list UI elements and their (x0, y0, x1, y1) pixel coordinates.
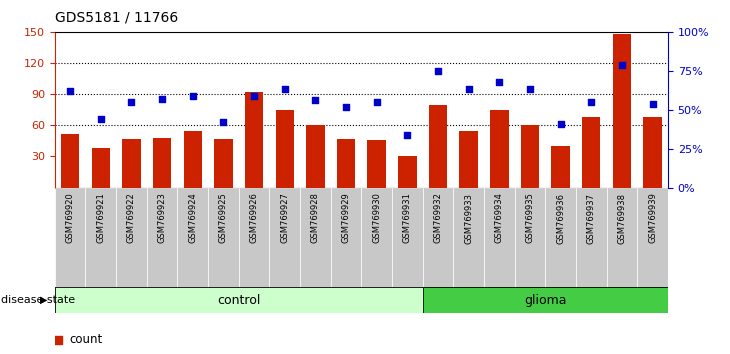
Text: count: count (69, 333, 103, 346)
Bar (245, 92, 264, 188)
Text: GSM769932: GSM769932 (434, 193, 442, 244)
Point (585, 99, 597, 105)
Bar (607, 188, 637, 287)
Bar (515, 188, 545, 287)
Text: control: control (217, 293, 261, 307)
Bar (637, 188, 668, 287)
Bar (423, 287, 668, 313)
Text: GDS5181 / 11766: GDS5181 / 11766 (55, 11, 178, 25)
Bar (239, 188, 269, 287)
Bar (429, 104, 447, 188)
Point (248, 93, 260, 98)
Bar (545, 188, 576, 287)
Bar (576, 188, 607, 287)
Text: disease state: disease state (1, 295, 75, 305)
Point (187, 93, 199, 98)
Point (555, 121, 566, 127)
Bar (331, 188, 361, 287)
Bar (183, 131, 202, 188)
Bar (55, 188, 85, 287)
Point (524, 87, 536, 92)
Text: GSM769937: GSM769937 (587, 193, 596, 244)
Point (218, 119, 229, 125)
Point (340, 104, 352, 109)
Bar (337, 139, 356, 188)
Point (156, 96, 168, 102)
Text: GSM769929: GSM769929 (342, 193, 350, 243)
Point (402, 132, 413, 137)
Bar (91, 148, 110, 188)
Point (647, 101, 658, 106)
Point (64, 88, 76, 94)
Bar (55, 287, 423, 313)
Point (616, 62, 628, 67)
Text: GSM769935: GSM769935 (526, 193, 534, 244)
Point (126, 99, 137, 105)
Text: GSM769925: GSM769925 (219, 193, 228, 243)
Text: glioma: glioma (524, 293, 566, 307)
Text: GSM769923: GSM769923 (158, 193, 166, 244)
Text: GSM769922: GSM769922 (127, 193, 136, 243)
Bar (520, 125, 539, 188)
Bar (392, 188, 423, 287)
Bar (116, 188, 147, 287)
Bar (361, 188, 392, 287)
Text: GSM769920: GSM769920 (66, 193, 74, 243)
Point (95, 116, 107, 122)
Bar (122, 139, 141, 188)
Point (279, 87, 291, 92)
Text: GSM769939: GSM769939 (648, 193, 657, 244)
Bar (459, 131, 478, 188)
Bar (306, 125, 325, 188)
Text: GSM769921: GSM769921 (96, 193, 105, 243)
Bar (490, 110, 509, 188)
Bar (367, 140, 386, 188)
Text: GSM769930: GSM769930 (372, 193, 381, 244)
Bar (398, 156, 417, 188)
Bar (214, 139, 233, 188)
Bar (423, 188, 453, 287)
Point (264, 10, 276, 15)
Text: GSM769933: GSM769933 (464, 193, 473, 244)
Bar (300, 188, 331, 287)
Bar (269, 188, 300, 287)
Bar (582, 117, 601, 188)
Text: GSM769924: GSM769924 (188, 193, 197, 243)
Bar (153, 138, 172, 188)
Text: ▶: ▶ (40, 295, 47, 305)
Text: GSM769936: GSM769936 (556, 193, 565, 244)
Text: GSM769928: GSM769928 (311, 193, 320, 244)
Bar (275, 110, 294, 188)
Point (310, 98, 321, 103)
Point (493, 79, 505, 85)
Bar (551, 146, 570, 188)
Point (463, 87, 474, 92)
Text: GSM769926: GSM769926 (250, 193, 258, 244)
Bar (177, 188, 208, 287)
Point (264, 251, 276, 257)
Point (371, 99, 383, 105)
Text: GSM769938: GSM769938 (618, 193, 626, 244)
Bar (453, 188, 484, 287)
Bar (85, 188, 116, 287)
Text: GSM769927: GSM769927 (280, 193, 289, 244)
Text: GSM769934: GSM769934 (495, 193, 504, 244)
Text: GSM769931: GSM769931 (403, 193, 412, 244)
Bar (612, 34, 631, 188)
Point (432, 68, 444, 74)
Bar (61, 133, 80, 188)
Bar (484, 188, 515, 287)
Bar (208, 188, 239, 287)
Bar (643, 117, 662, 188)
Bar (147, 188, 177, 287)
